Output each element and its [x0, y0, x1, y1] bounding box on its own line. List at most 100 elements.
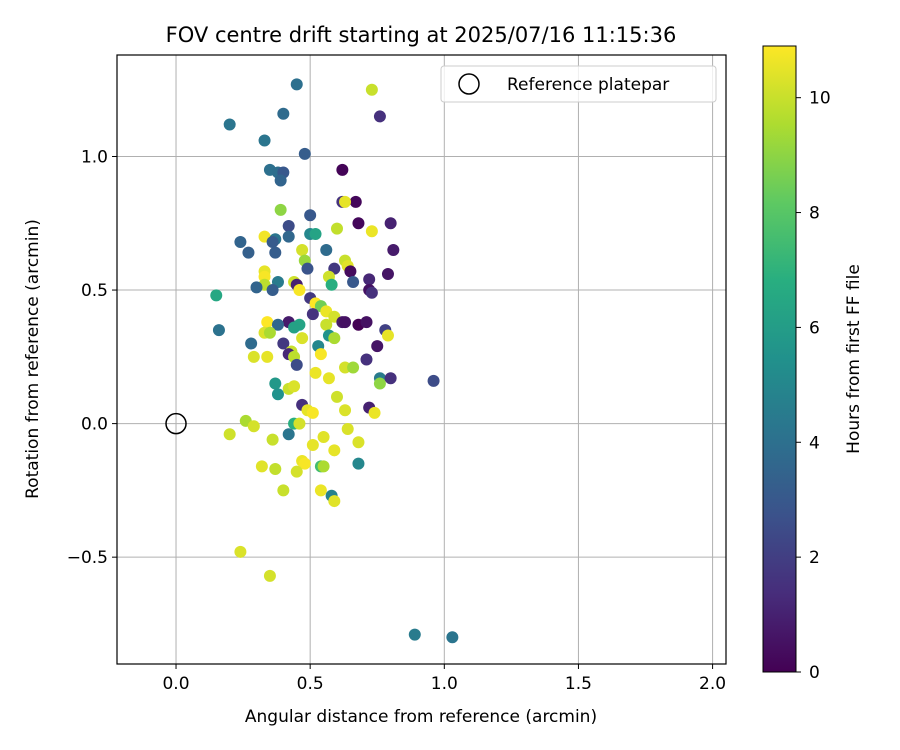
data-point	[234, 545, 247, 558]
legend: Reference platepar	[440, 65, 717, 103]
data-point	[223, 428, 236, 441]
data-point	[317, 430, 330, 443]
reference-marker-group	[165, 412, 187, 435]
data-point	[266, 433, 279, 446]
data-point	[336, 163, 349, 176]
data-point	[306, 406, 319, 419]
data-point	[339, 195, 352, 208]
data-point	[381, 268, 394, 281]
data-point	[288, 380, 301, 393]
y-tick-label: −0.5	[67, 548, 108, 568]
data-point	[317, 460, 330, 473]
data-point	[293, 284, 306, 297]
data-point	[365, 225, 378, 238]
data-point	[234, 235, 247, 248]
data-point	[320, 243, 333, 256]
data-point	[261, 350, 274, 363]
data-point	[365, 286, 378, 299]
data-point	[301, 262, 314, 275]
data-point	[314, 348, 327, 361]
data-point	[269, 463, 282, 476]
data-point	[309, 227, 322, 240]
data-point	[298, 457, 311, 470]
data-point	[290, 358, 303, 371]
data-point	[339, 404, 352, 417]
data-point	[261, 316, 274, 329]
colorbar-tick-label: 4	[809, 433, 820, 453]
data-point	[296, 243, 309, 256]
data-point	[349, 195, 362, 208]
x-tick-label: 1.5	[565, 674, 592, 694]
data-point	[282, 230, 295, 243]
data-point	[371, 340, 384, 353]
x-tick-label: 2.0	[699, 674, 726, 694]
data-point	[387, 243, 400, 256]
data-point	[282, 428, 295, 441]
data-point	[352, 436, 365, 449]
data-point	[290, 465, 303, 478]
data-point	[344, 265, 357, 278]
y-tick-label: 0.5	[81, 281, 108, 301]
data-point	[245, 337, 258, 350]
data-point	[363, 273, 376, 286]
data-point	[269, 246, 282, 259]
data-point	[242, 246, 255, 259]
data-point	[306, 438, 319, 451]
data-point	[352, 457, 365, 470]
x-tick-label: 0.0	[162, 674, 189, 694]
data-point	[347, 276, 360, 289]
data-point	[304, 209, 317, 222]
colorbar-tick-label: 10	[809, 89, 831, 109]
data-point	[258, 134, 271, 147]
reference-platepar-marker	[165, 412, 187, 435]
data-point	[298, 147, 311, 160]
data-point	[274, 203, 287, 216]
data-point	[247, 420, 260, 433]
data-point	[288, 321, 301, 334]
data-point	[309, 366, 322, 379]
data-point	[365, 83, 378, 96]
data-point	[373, 377, 386, 390]
x-tick-label: 0.5	[297, 674, 324, 694]
colorbar-tick-label: 8	[809, 204, 820, 224]
data-point	[247, 350, 260, 363]
data-point	[263, 569, 276, 582]
y-axis-ticks: −0.5 0.0 0.5 1.0	[67, 148, 117, 568]
data-point	[427, 374, 440, 387]
data-point	[277, 337, 290, 350]
data-point	[381, 329, 394, 342]
data-point	[266, 235, 279, 248]
data-point	[210, 289, 223, 302]
y-tick-label: 1.0	[81, 148, 108, 168]
data-point	[360, 316, 373, 329]
data-point	[330, 390, 343, 403]
data-point	[320, 318, 333, 331]
data-point	[325, 278, 338, 291]
data-point	[212, 324, 225, 337]
data-point	[322, 372, 335, 385]
colorbar-label: Hours from first FF file	[844, 264, 864, 454]
data-point	[255, 460, 268, 473]
data-point	[328, 444, 341, 457]
legend-entry-label: Reference platepar	[507, 75, 669, 95]
plot-frame	[116, 54, 727, 665]
data-point	[360, 353, 373, 366]
data-point	[250, 281, 263, 294]
data-point	[373, 110, 386, 123]
colorbar-ticks: 0 2 4 6 8 10	[796, 89, 831, 683]
data-points	[210, 78, 459, 644]
colorbar: 0 2 4 6 8 10 Hours from first FF file	[762, 45, 864, 683]
chart-title: FOV centre drift starting at 2025/07/16 …	[166, 23, 677, 47]
data-point	[266, 284, 279, 297]
data-point	[314, 484, 327, 497]
data-point	[368, 406, 381, 419]
data-point	[339, 316, 352, 329]
x-axis-label: Angular distance from reference (arcmin)	[245, 707, 597, 727]
data-point	[296, 332, 309, 345]
data-point	[271, 318, 284, 331]
data-point	[330, 222, 343, 235]
data-point	[384, 372, 397, 385]
data-point	[341, 422, 354, 435]
